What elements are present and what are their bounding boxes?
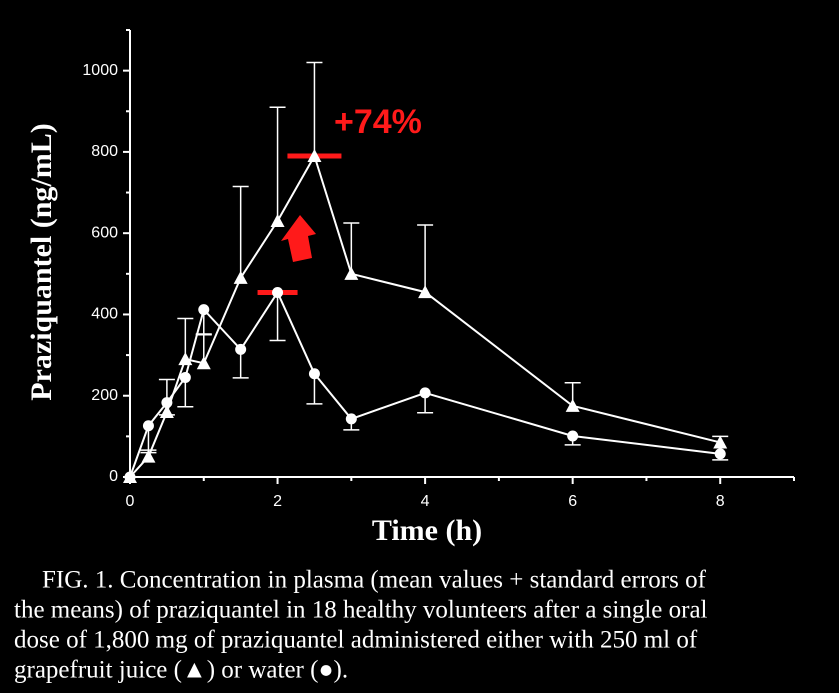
caption-line: FIG. 1. Concentration in plasma (mean va…	[42, 567, 707, 594]
x-tick-label: 4	[421, 493, 430, 510]
circle-marker	[272, 287, 284, 299]
circle-marker	[142, 420, 154, 432]
y-tick-label: 0	[109, 468, 118, 485]
triangle-marker	[418, 285, 433, 299]
error-bar	[269, 292, 286, 342]
circle-marker	[179, 371, 191, 383]
caption-line: dose of 1,800 mg of praziquantel adminis…	[14, 627, 698, 654]
x-axis-label: Time (h)	[372, 514, 482, 547]
triangle-marker	[307, 148, 322, 162]
circle-marker	[124, 471, 136, 483]
series-line	[129, 153, 721, 478]
x-tick-label: 0	[126, 493, 135, 510]
caption-line: the means) of praziquantel in 18 healthy…	[14, 597, 708, 624]
y-tick-label: 800	[91, 143, 118, 160]
circle-marker	[161, 397, 173, 409]
error-bar	[343, 222, 360, 274]
triangle-marker	[344, 266, 359, 280]
y-tick-label: 200	[91, 387, 118, 404]
annotation: +74%	[334, 103, 422, 141]
caption-line: grapefruit juice (▲) or water (●).	[14, 657, 348, 684]
triangle-marker	[196, 356, 211, 370]
x-tick-label: 6	[568, 493, 577, 510]
arrow	[281, 215, 316, 262]
y-tick-label: 400	[91, 306, 118, 323]
triangle-marker	[141, 449, 156, 463]
triangle-marker	[233, 270, 248, 284]
circle-marker	[308, 368, 320, 380]
circle-marker	[235, 343, 247, 355]
error-bar	[417, 224, 434, 293]
circle-marker	[567, 430, 579, 442]
error-bar	[306, 61, 323, 156]
x-tick-label: 2	[273, 493, 282, 510]
circle-marker	[419, 387, 431, 399]
y-tick-label: 600	[91, 224, 118, 241]
triangle-marker	[270, 213, 285, 227]
triangle-marker	[565, 398, 580, 412]
circle-marker	[345, 413, 357, 425]
triangle-marker	[713, 435, 728, 449]
error-bar	[232, 185, 249, 278]
circle-marker	[714, 448, 726, 460]
circle-marker	[198, 304, 210, 316]
y-axis-label: Praziquantel (ng/mL)	[25, 123, 58, 401]
x-tick-label: 8	[716, 493, 725, 510]
error-bar	[269, 106, 286, 221]
y-tick-label: 1000	[82, 62, 118, 79]
